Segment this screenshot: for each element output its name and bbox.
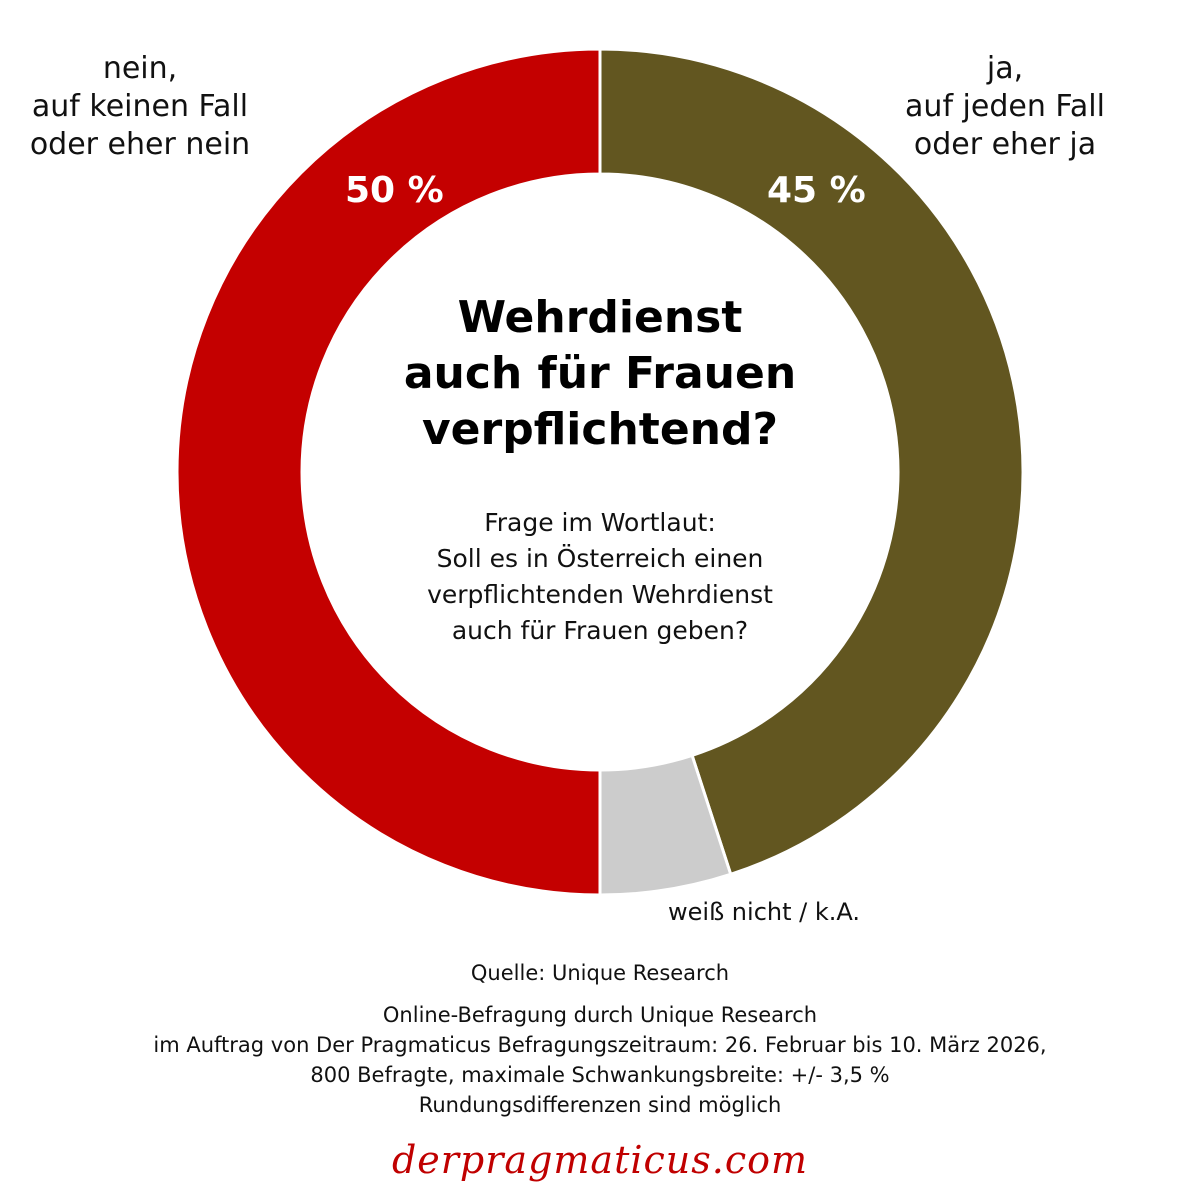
method-note: 800 Befragte, maximale Schwankungsbreite… [310,1063,890,1087]
footer-notes: Quelle: Unique Research Online-Befragung… [0,958,1200,1120]
question-line: auch für Frauen geben? [451,616,749,645]
donut-slice-no [175,47,602,897]
chart-title: Wehrdienst auch für Frauen verpflichtend… [300,290,900,458]
data-label-yes: 45 % [767,170,866,211]
question-line: Soll es in Österreich einen [436,544,764,573]
source-note: Quelle: Unique Research [470,961,730,985]
slice-label-no: nein, auf keinen Fall oder eher nein [29,51,251,162]
question-line: verpflichtenden Wehrdienst [427,580,773,609]
question-line: Frage im Wortlaut: [484,508,716,537]
rounding-note: Rundungsdifferenzen sind möglich [418,1093,782,1117]
title-line: verpflichtend? [421,404,779,455]
title-line: Wehrdienst [457,292,743,343]
method-note: im Auftrag von Der Pragmaticus Befragung… [153,1033,1047,1057]
method-note: Online-Befragung durch Unique Research [382,1003,818,1027]
donut-slice-yes [598,47,1025,877]
slice-label-yes: ja, auf jeden Fall oder eher ja [905,51,1105,162]
data-label-no: 50 % [345,170,444,211]
title-line: auch für Frauen [403,348,797,399]
question-text: Frage im Wortlaut: Soll es in Österreich… [330,505,870,649]
brand-logo[interactable]: derpragmaticus.com [391,1138,809,1182]
slice-label-dk: weiß nicht / k.A. [668,898,860,926]
